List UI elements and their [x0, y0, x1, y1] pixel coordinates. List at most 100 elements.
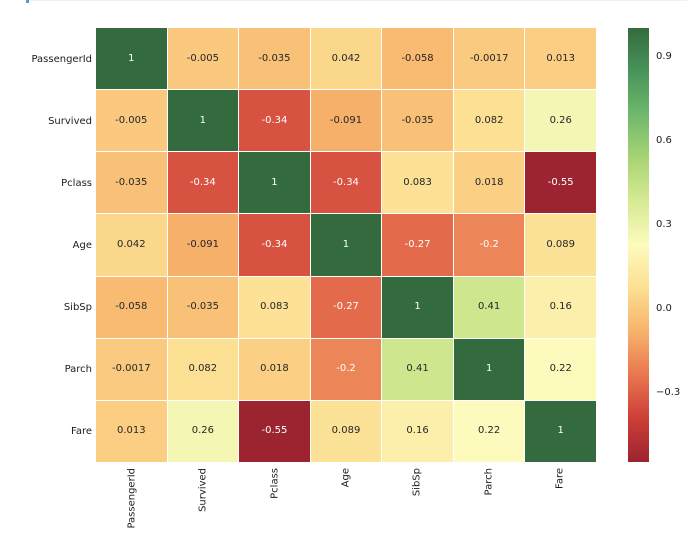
x-tick-label: Pclass: [269, 468, 281, 499]
heatmap-cell: -0.27: [382, 214, 453, 276]
cell-value: 0.013: [546, 52, 576, 64]
heatmap-cell: -0.2: [453, 214, 525, 276]
colorbar-gradient: [628, 28, 649, 462]
heatmap-cell: 1: [310, 214, 382, 276]
cell-value: 1: [342, 238, 350, 250]
cell-value: 1: [485, 363, 493, 375]
x-tick-label: Parch: [483, 468, 495, 496]
cell-value: -0.55: [261, 425, 288, 437]
heatmap-cell: -0.058: [382, 28, 453, 90]
x-tick-label: Fare: [554, 468, 566, 490]
heatmap-cell: -0.27: [310, 276, 382, 338]
cell-value: 0.16: [406, 425, 429, 437]
cell-value: -0.2: [336, 363, 356, 375]
cell-value: 0.089: [331, 425, 361, 437]
cell-value: 0.042: [116, 238, 146, 250]
heatmap-cell: -0.55: [239, 400, 310, 462]
cell-value: 0.089: [546, 238, 576, 250]
cell-value: 0.22: [549, 363, 572, 375]
cell-value: -0.0017: [469, 52, 509, 64]
heatmap-cell: 0.26: [167, 400, 239, 462]
colorbar-tick-label: 0.9: [656, 50, 672, 62]
cell-value: -0.035: [115, 176, 148, 188]
heatmap-cell: -0.058: [96, 276, 167, 338]
cell-value: -0.058: [401, 52, 434, 64]
heatmap-cell: 0.082: [167, 338, 239, 400]
cell-value: 0.26: [191, 425, 214, 437]
heatmap-cell: -0.0017: [453, 28, 525, 90]
y-tick-label: PassengerId: [31, 53, 92, 65]
colorbar-tick-label: 0.0: [656, 302, 672, 314]
y-tick-label: Parch: [64, 363, 92, 375]
heatmap-cell: 0.013: [96, 400, 167, 462]
heatmap-cell: 0.16: [525, 276, 596, 338]
heatmap-cell: -0.035: [382, 90, 453, 152]
heatmap-cell: -0.0017: [96, 338, 167, 400]
cell-value: 0.22: [478, 425, 501, 437]
heatmap-cell: -0.55: [525, 152, 596, 214]
x-tick-label: Age: [340, 468, 352, 488]
cell-value: 0.082: [188, 363, 218, 375]
colorbar-tick-label: 0.3: [656, 218, 672, 230]
cell-value: -0.091: [186, 238, 219, 250]
x-tick-label: Survived: [197, 468, 209, 512]
heatmap-cell: 0.013: [525, 28, 596, 90]
cell-value: 0.042: [331, 52, 361, 64]
heatmap-cell: 0.083: [239, 276, 310, 338]
heatmap-cell: 0.018: [239, 338, 310, 400]
cell-value: -0.34: [261, 114, 288, 126]
text-cursor-artifact: [26, 0, 29, 3]
y-tick-label: SibSp: [63, 301, 92, 313]
heatmap-cell: 1: [239, 152, 310, 214]
heatmap-cell: 0.089: [525, 214, 596, 276]
cell-value: 0.013: [116, 425, 146, 437]
cell-value: -0.058: [115, 301, 148, 313]
cell-value: -0.34: [189, 176, 216, 188]
cell-value: 0.16: [549, 301, 572, 313]
cell-value: -0.035: [186, 301, 219, 313]
cell-value: -0.0017: [111, 363, 151, 375]
cell-value: 0.26: [549, 114, 572, 126]
x-tick-label: SibSp: [411, 468, 423, 497]
heatmap-cell: 0.042: [310, 28, 382, 90]
top-divider-line: [28, 0, 687, 1]
heatmap-cell: -0.34: [239, 214, 310, 276]
heatmap-cell: 1: [167, 90, 239, 152]
heatmap-cell: -0.34: [167, 152, 239, 214]
heatmap-cell: -0.34: [310, 152, 382, 214]
heatmap-cell: 0.22: [453, 400, 525, 462]
y-tick-label: Survived: [48, 115, 92, 127]
cell-value: -0.005: [115, 114, 148, 126]
heatmap-cell: 0.083: [382, 152, 453, 214]
heatmap-cell: 0.41: [453, 276, 525, 338]
heatmap-cell: 0.042: [96, 214, 167, 276]
colorbar-tick-label: −0.3: [656, 386, 681, 398]
cell-value: 0.018: [260, 363, 289, 375]
heatmap-grid: 1 -0.005 -0.035 0.042 -0.058 -0.0017 0.013 -0.0…: [96, 28, 596, 462]
cell-value: 1: [271, 176, 278, 188]
heatmap-cell: 1: [453, 338, 525, 400]
heatmap-cell: 0.26: [525, 90, 596, 152]
heatmap-cell: 0.082: [453, 90, 525, 152]
cell-value: -0.34: [261, 238, 288, 250]
heatmap-cell: -0.035: [239, 28, 310, 90]
cell-value: 0.018: [474, 176, 504, 188]
y-tick-label: Age: [72, 239, 92, 251]
cell-value: -0.035: [401, 114, 434, 126]
cell-value: -0.005: [186, 52, 219, 64]
heatmap-cell: -0.005: [167, 28, 239, 90]
colorbar-tick-label: 0.6: [656, 134, 672, 146]
heatmap-cell: 0.22: [525, 338, 596, 400]
heatmap-cell: -0.005: [96, 90, 167, 152]
cell-value: -0.2: [479, 238, 499, 250]
heatmap-cell: 0.018: [453, 152, 525, 214]
y-tick-label: Fare: [70, 425, 92, 437]
x-tick-label: PassengerId: [126, 468, 138, 529]
heatmap-cell: -0.035: [167, 276, 239, 338]
y-tick-label: Pclass: [61, 177, 92, 189]
cell-value: -0.035: [258, 52, 291, 64]
heatmap-cell: 1: [525, 400, 596, 462]
cell-value: 0.083: [403, 176, 432, 188]
heatmap-cell: -0.091: [167, 214, 239, 276]
